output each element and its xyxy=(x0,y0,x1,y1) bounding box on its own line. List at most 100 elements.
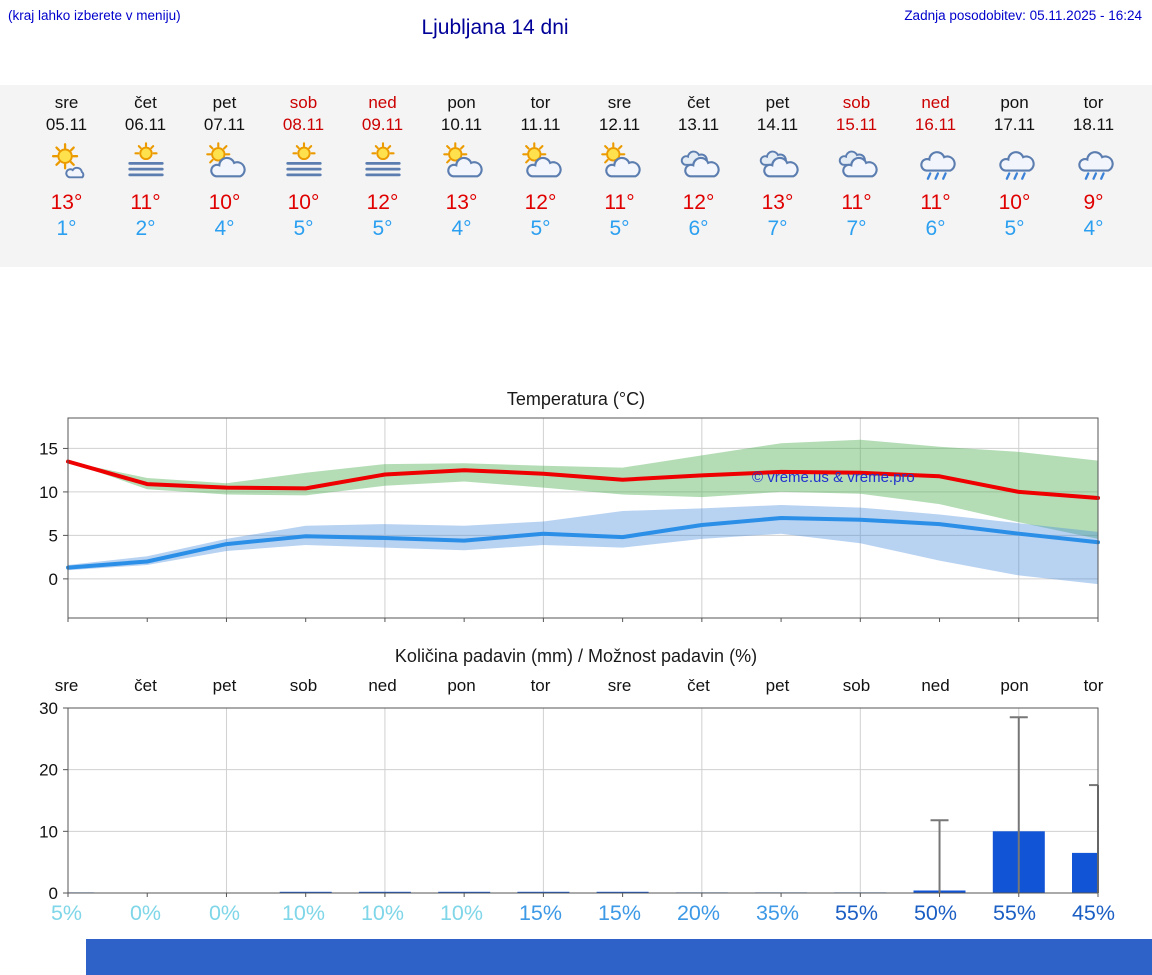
min-temp-label: 5° xyxy=(609,217,630,240)
max-temp-label: 11° xyxy=(130,191,161,214)
precip-day-label: pon xyxy=(447,676,476,695)
day-name-label: čet xyxy=(687,93,710,112)
watermark-link[interactable]: © vreme.us & vreme.pro xyxy=(752,469,915,486)
forecast-day-column: pon 10.11 13° 4° xyxy=(422,92,501,242)
max-temp-label: 9° xyxy=(1083,191,1104,214)
day-date-label: 06.11 xyxy=(124,115,167,134)
forecast-day-column: čet 06.11 11° 2° xyxy=(106,92,185,242)
max-temp-label: 10° xyxy=(208,191,241,214)
precip-day-label: pon xyxy=(1000,676,1029,695)
day-date-label: 17.11 xyxy=(993,115,1036,134)
min-temp-label: 4° xyxy=(214,217,235,240)
day-date-label: 10.11 xyxy=(440,115,483,134)
precip-day-label: čet xyxy=(687,676,710,695)
forecast-day-column: pon 17.11 10° 5° xyxy=(975,92,1054,242)
forecast-day-column: tor 11.11 12° 5° xyxy=(501,92,580,242)
precip-probability-label: 35% xyxy=(755,901,800,925)
day-name-label: sob xyxy=(289,93,318,112)
precip-bar xyxy=(517,891,570,893)
rain-icon xyxy=(975,136,1054,186)
precip-probability-label: 5% xyxy=(50,901,83,925)
day-date-label: 09.11 xyxy=(361,115,404,134)
cloudy-icon xyxy=(659,136,738,186)
precip-probability-label: 20% xyxy=(676,901,721,925)
sun-fog-icon xyxy=(343,136,422,186)
temperature-chart: 0 5 10 15 © vreme.us & vreme.pro xyxy=(39,417,1100,622)
precipitation-chart: 0 10 20 30 xyxy=(39,700,1099,900)
precip-bar xyxy=(1072,852,1098,893)
max-temp-label: 13° xyxy=(761,191,794,214)
precip-probability-label: 55% xyxy=(992,901,1037,925)
day-date-label: 16.11 xyxy=(914,115,957,134)
precip-day-label: sre xyxy=(54,676,79,695)
day-date-label: 12.11 xyxy=(598,115,641,134)
min-temp-line xyxy=(66,516,1100,570)
day-name-label: pon xyxy=(1000,93,1029,112)
forecast-day-column: čet 13.11 12° 6° xyxy=(659,92,738,242)
mostly-sunny-icon xyxy=(27,136,106,186)
rain-icon xyxy=(896,136,975,186)
min-temp-range-band xyxy=(68,505,1098,585)
temperature-chart-title: Temperatura (°C) xyxy=(506,389,646,409)
min-temp-label: 2° xyxy=(135,217,156,240)
day-name-label: pet xyxy=(765,93,790,112)
max-temp-label: 13° xyxy=(50,191,83,214)
min-temp-label: 4° xyxy=(1083,217,1104,240)
precip-probability-label: 50% xyxy=(913,901,958,925)
precip-day-labels: sre čet pet sob ned pon tor sre čet pet sob ned pon t… xyxy=(0,676,1152,696)
max-temp-line xyxy=(66,459,1100,500)
day-date-label: 08.11 xyxy=(282,115,325,134)
precip-day-label: sre xyxy=(607,676,632,695)
day-name-label: pon xyxy=(447,93,476,112)
max-temp-label: 13° xyxy=(445,191,478,214)
precip-probability-label: 0% xyxy=(129,901,162,925)
max-temp-label: 10° xyxy=(998,191,1031,214)
precip-bar xyxy=(596,891,649,893)
partly-cloudy-icon xyxy=(185,136,264,186)
bottom-banner xyxy=(86,939,1152,975)
svg-text:0: 0 xyxy=(49,884,58,900)
precip-day-label: pet xyxy=(212,676,237,695)
day-name-label: tor xyxy=(1083,93,1104,112)
svg-text:0: 0 xyxy=(49,570,58,589)
sun-fog-icon xyxy=(106,136,185,186)
day-date-label: 18.11 xyxy=(1072,115,1115,134)
min-temp-label: 6° xyxy=(688,217,709,240)
precip-day-label: sob xyxy=(842,676,871,695)
day-name-label: tor xyxy=(530,93,551,112)
min-temp-label: 6° xyxy=(925,217,946,240)
precip-probability-label: 45% xyxy=(1071,901,1116,925)
precip-day-label: tor xyxy=(530,676,551,695)
forecast-grid: sre 05.11 13° 1° čet 06.11 11° 2° pet 07.11 10° 4° s… xyxy=(0,85,1152,242)
precip-probability-label: 10% xyxy=(281,901,326,925)
min-temp-label: 1° xyxy=(56,217,77,240)
precip-bar xyxy=(358,891,411,893)
rain-icon xyxy=(1054,136,1133,186)
min-temp-label: 5° xyxy=(1004,217,1025,240)
day-date-label: 15.11 xyxy=(835,115,878,134)
min-temp-label: 7° xyxy=(767,217,788,240)
max-temp-label: 11° xyxy=(604,191,635,214)
min-temp-label: 5° xyxy=(372,217,393,240)
precip-probability-label: 10% xyxy=(360,901,405,925)
forecast-day-column: sre 05.11 13° 1° xyxy=(27,92,106,242)
precip-day-label: ned xyxy=(921,676,950,695)
partly-cloudy-icon xyxy=(580,136,659,186)
precip-probability-row: 5% 0% 0% 10% 10% 10% 15% 15% 20% 35% 55% 50% 55% 45% xyxy=(0,901,1152,926)
precip-day-label: ned xyxy=(368,676,397,695)
day-date-label: 07.11 xyxy=(203,115,246,134)
min-temp-label: 7° xyxy=(846,217,867,240)
partly-cloudy-icon xyxy=(501,136,580,186)
max-temp-label: 12° xyxy=(682,191,715,214)
precip-probability-label: 15% xyxy=(597,901,642,925)
day-name-label: ned xyxy=(921,93,950,112)
day-name-label: sob xyxy=(842,93,871,112)
svg-text:10: 10 xyxy=(39,483,58,502)
precip-day-label: čet xyxy=(134,676,157,695)
precip-chart-title: Količina padavin (mm) / Možnost padavin … xyxy=(394,646,758,666)
svg-text:5: 5 xyxy=(49,526,58,545)
forecast-day-column: ned 09.11 12° 5° xyxy=(343,92,422,242)
forecast-day-column: sob 08.11 10° 5° xyxy=(264,92,343,242)
max-temp-label: 12° xyxy=(524,191,557,214)
